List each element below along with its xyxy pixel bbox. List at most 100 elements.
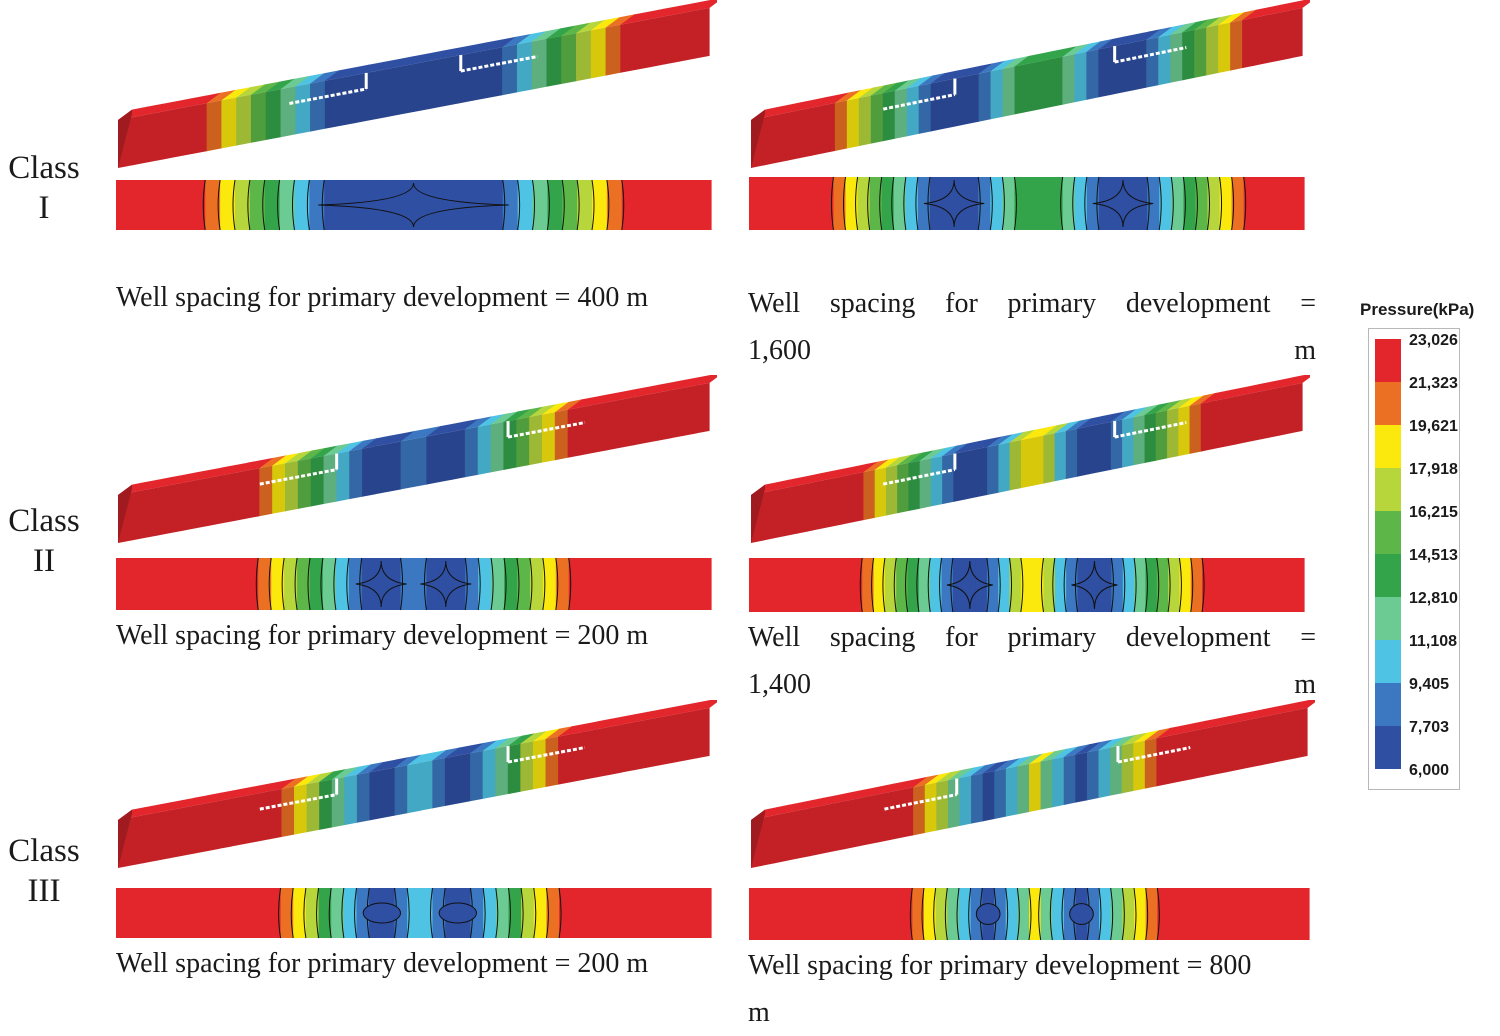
strip-band [633,558,647,610]
isobar-line [871,557,875,613]
slab-top-segment [924,772,951,785]
slab-front-segment [490,421,505,473]
slab-top-segment [285,450,313,464]
strip-band [912,888,925,940]
slab-front-segment [503,419,517,470]
pressure-field-diagram [116,700,717,939]
slab-front-segment [1040,759,1053,810]
strip-band [413,180,429,230]
slab-front-segment [554,409,569,461]
slab-front-segment [1245,392,1258,443]
slab-top-segment [1178,395,1205,409]
strip-band [646,558,660,610]
slab-top-segment [1014,53,1042,67]
strip-band [1180,888,1193,940]
slab-top-segment [1065,418,1092,431]
slab-front-segment [477,424,492,475]
slab-front-segment [180,805,195,857]
slab-front-segment [576,30,592,82]
isobar-line [927,557,931,613]
strip-band [893,177,907,230]
isobar-line [879,176,883,231]
slab-top-segment [193,792,221,806]
strip-band [394,888,408,938]
strip-band [116,888,130,938]
slab-top-segment [1054,420,1081,434]
horizontal-well [1114,46,1187,64]
strip-band [293,888,307,938]
strip-band [1285,888,1298,940]
slab-front-segment [1158,34,1171,86]
isobar-line [268,557,272,611]
slab-front-segment [919,458,932,509]
strip-band [167,558,182,610]
strip-band [782,558,795,612]
slab-front-segment [400,438,415,490]
slab-front-segment [964,449,977,500]
slab-front-segment [1249,717,1262,768]
slab-front-segment [1295,707,1308,759]
isobar-line [950,557,954,613]
isobar-line [905,557,909,613]
row-label-class-ii: Class II [8,503,80,579]
slab-top-segment [413,426,441,439]
low-pressure-lobe [975,903,1001,925]
slab-top-segment [863,459,890,473]
isobar-line [429,887,433,939]
slab-top-segment [658,704,686,718]
slab-top-segment [852,461,879,475]
strip-band [504,558,518,610]
slab-top-segment [464,416,493,430]
slab-front-segment [954,76,968,127]
slab-front-segment [155,810,169,861]
slab-top-segment [1179,720,1206,734]
slab-top-segment [336,440,364,454]
strip-band [772,888,785,940]
strip-band [749,558,761,612]
isobar-line [533,887,537,939]
strip-band [900,888,913,940]
slab-top-segment [162,98,192,112]
slab-front-segment [1110,44,1123,95]
strip-band [204,888,218,938]
strip-band [609,888,623,938]
slab-front-segment [472,49,488,101]
isobar-line [830,176,834,231]
legend-swatch [1375,425,1401,468]
slab-front-segment [221,97,237,149]
slab-top-segment [426,423,454,437]
slab-front-segment [369,769,383,821]
slab-front-segment [683,710,698,761]
slab-front-segment [344,774,358,826]
slab-top-segment [1086,739,1114,753]
slab-top-segment [387,430,416,444]
slab-top-segment [595,716,624,730]
strip-band [1074,177,1088,230]
slab-top-segment [919,447,946,461]
isobar-line [859,557,863,613]
pressure-field-diagram [116,375,717,611]
slab-top-segment [1230,9,1257,23]
slab-front-segment [1075,752,1088,803]
strip-band [348,558,363,610]
legend-title: Pressure(kPa) [1360,300,1475,319]
pressure-field-diagram [749,700,1315,940]
isobar-line [542,557,546,611]
slab-front-segment [942,78,956,130]
slab-front-segment [870,93,884,144]
slab-top-segment [281,776,309,790]
strip-band [1291,177,1305,230]
slab-front-segment [1146,37,1159,88]
horizontal-well [289,87,367,105]
slab-top-segment [147,101,177,115]
isobar-line [477,557,481,611]
slab-top-segment [1144,727,1172,741]
strip-band [206,558,221,610]
low-pressure-lobe [946,560,993,610]
slab-top-segment [810,94,838,108]
strip-band [581,558,596,610]
caption-class-iii-right: Well spacing for primary development = 8… [748,950,1252,1028]
legend-swatch [1375,683,1401,726]
slab-top-segment [495,735,523,749]
slab-top-segment [683,375,711,388]
